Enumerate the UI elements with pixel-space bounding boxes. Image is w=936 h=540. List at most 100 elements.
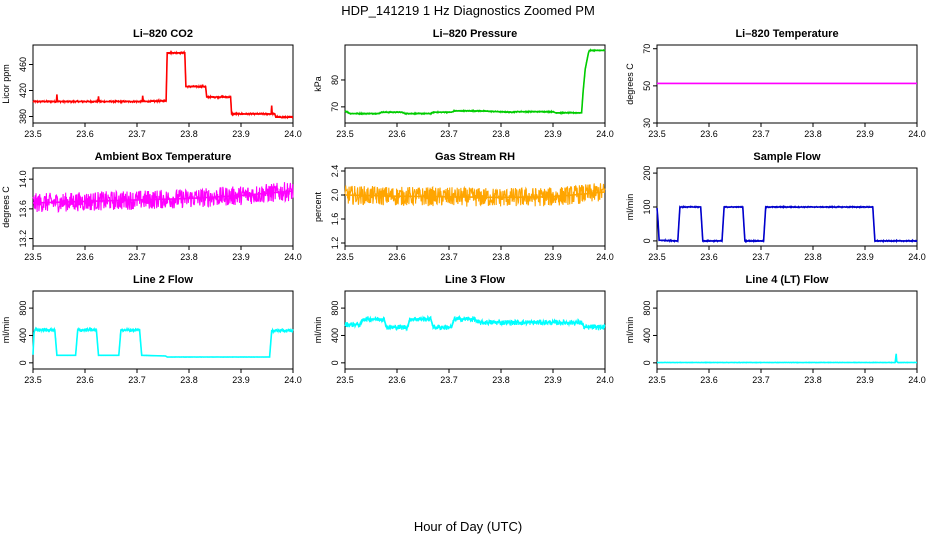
series-trace <box>656 204 918 244</box>
x-tick-label: 23.9 <box>544 252 562 262</box>
x-tick-label: 23.6 <box>388 252 406 262</box>
x-tick-label: 23.9 <box>232 129 250 139</box>
chart-panel: Line 3 Flow ml/min 23.5 23.6 23.7 23.8 23.9 24.… <box>313 274 614 385</box>
panel-title: Li–820 Pressure <box>433 28 517 40</box>
x-tick-label: 23.9 <box>232 375 250 385</box>
chart-panel: Gas Stream RH percent 23.5 23.6 23.7 23.8 23.9… <box>313 151 614 262</box>
y-tick-label: 420 <box>18 83 28 98</box>
chart-panel: Li–820 Temperature degrees C 23.5 23.6 23.7 2… <box>625 28 926 139</box>
x-tick-label: 23.7 <box>752 129 770 139</box>
y-axis-label: ml/min <box>313 317 323 344</box>
x-tick-label: 23.5 <box>648 129 666 139</box>
x-tick-label: 23.7 <box>440 129 458 139</box>
x-tick-label: 23.5 <box>336 129 354 139</box>
panel-title: Sample Flow <box>753 151 821 163</box>
x-tick-label: 23.8 <box>180 375 198 385</box>
y-tick-label: 70 <box>642 44 652 54</box>
x-tick-label: 23.9 <box>544 129 562 139</box>
x-tick-label: 23.6 <box>76 375 94 385</box>
series-line <box>32 190 294 204</box>
y-tick-label: 13.6 <box>18 200 28 218</box>
series-line <box>344 49 605 115</box>
chart-panel: Sample Flow ml/min 23.5 23.6 23.7 23.8 23.9 24.… <box>625 151 926 262</box>
x-tick-label: 23.6 <box>76 129 94 139</box>
series-line <box>345 318 605 329</box>
y-tick-label: 1.2 <box>330 237 340 250</box>
y-tick-label: 80 <box>330 75 340 85</box>
plot-frame <box>344 290 606 370</box>
panel-title: Line 3 Flow <box>445 274 505 286</box>
plot-frame <box>344 44 606 124</box>
plot-frame <box>32 44 294 124</box>
x-tick-label: 23.6 <box>388 129 406 139</box>
plot-frame <box>344 167 606 247</box>
x-tick-label: 23.5 <box>336 252 354 262</box>
series-trace <box>32 182 294 214</box>
panel-title: Line 4 (LT) Flow <box>746 274 829 286</box>
y-tick-label: 460 <box>18 57 28 72</box>
y-axis-label: Licor ppm <box>1 64 11 104</box>
y-tick-label: 400 <box>18 328 28 343</box>
x-tick-label: 23.7 <box>440 252 458 262</box>
y-tick-label: 800 <box>18 301 28 316</box>
x-tick-label: 23.7 <box>128 252 146 262</box>
x-tick-label: 23.5 <box>24 252 42 262</box>
y-tick-label: 2.4 <box>330 165 340 178</box>
y-tick-label: 50 <box>642 81 652 91</box>
x-tick-label: 23.7 <box>128 129 146 139</box>
chart-panel: Li–820 Pressure kPa 23.5 23.6 23.7 23.8 23.9 24… <box>313 28 614 139</box>
series-trace <box>32 326 294 358</box>
y-tick-label: 380 <box>18 109 28 124</box>
x-tick-label: 23.9 <box>856 252 874 262</box>
x-tick-label: 24.0 <box>284 252 302 262</box>
y-axis-label: degrees C <box>625 63 635 105</box>
x-tick-label: 24.0 <box>908 375 926 385</box>
x-tick-label: 23.8 <box>804 129 822 139</box>
plot-frame <box>32 167 294 247</box>
y-axis-label: degrees C <box>1 186 11 228</box>
y-tick-label: 400 <box>330 328 340 343</box>
y-tick-label: 800 <box>330 301 340 316</box>
x-tick-label: 23.6 <box>700 129 718 139</box>
x-tick-label: 23.5 <box>648 252 666 262</box>
x-tick-label: 23.7 <box>752 252 770 262</box>
plot-frame <box>656 290 918 370</box>
x-tick-label: 23.6 <box>700 252 718 262</box>
chart-panel: Li–820 CO2 Licor ppm 23.5 23.6 23.7 23.8 23.9 2… <box>1 28 302 139</box>
y-tick-label: 400 <box>642 328 652 343</box>
chart-panel: Ambient Box Temperature degrees C 23.5 23.6… <box>1 151 302 262</box>
panel-title: Gas Stream RH <box>435 151 515 163</box>
figure-title: HDP_141219 1 Hz Diagnostics Zoomed PM <box>341 3 595 18</box>
y-tick-label: 1.6 <box>330 213 340 226</box>
x-tick-label: 23.9 <box>856 129 874 139</box>
x-tick-label: 23.5 <box>24 375 42 385</box>
x-tick-label: 23.7 <box>128 375 146 385</box>
y-tick-label: 13.2 <box>18 230 28 248</box>
x-tick-label: 23.5 <box>336 375 354 385</box>
x-tick-label: 23.8 <box>180 252 198 262</box>
x-tick-label: 23.7 <box>440 375 458 385</box>
panel-grid: Li–820 CO2 Licor ppm 23.5 23.6 23.7 23.8 23.9 2… <box>1 28 926 385</box>
y-axis-label: ml/min <box>625 194 635 221</box>
x-tick-label: 23.8 <box>492 375 510 385</box>
y-tick-label: 800 <box>642 301 652 316</box>
x-tick-label: 23.8 <box>804 252 822 262</box>
y-tick-label: 0 <box>642 238 652 243</box>
y-tick-label: 100 <box>642 199 652 214</box>
x-tick-label: 23.5 <box>24 129 42 139</box>
x-tick-label: 23.8 <box>492 252 510 262</box>
y-axis-label: ml/min <box>1 317 11 344</box>
panel-title: Ambient Box Temperature <box>95 151 232 163</box>
x-tick-label: 23.9 <box>856 375 874 385</box>
x-tick-label: 24.0 <box>908 252 926 262</box>
x-tick-label: 23.6 <box>388 375 406 385</box>
y-tick-label: 2.0 <box>330 189 340 202</box>
x-tick-label: 23.6 <box>76 252 94 262</box>
series-line <box>657 353 917 364</box>
x-tick-label: 23.8 <box>492 129 510 139</box>
series-trace <box>32 49 294 120</box>
x-tick-label: 23.7 <box>752 375 770 385</box>
y-tick-label: 0 <box>642 360 652 365</box>
x-tick-label: 23.8 <box>804 375 822 385</box>
